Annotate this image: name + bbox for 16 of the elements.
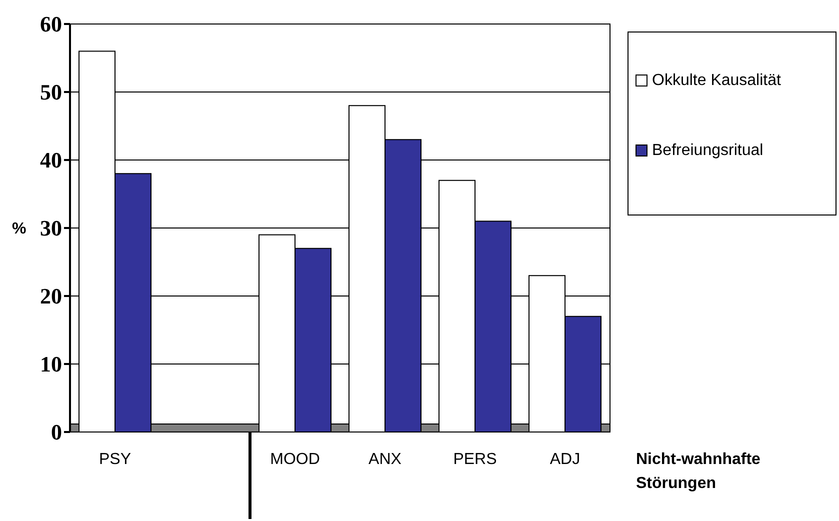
legend-label: Okkulte Kausalität (652, 72, 782, 89)
legend-label: Befreiungsritual (652, 142, 764, 159)
x-tick-label: PSY (98, 451, 132, 468)
y-tick-label: 60 (40, 12, 62, 37)
x-tick-label: PERS (453, 451, 497, 468)
x-tick-label: ADJ (550, 451, 580, 468)
y-tick-label: 40 (40, 148, 62, 173)
x-tick-label: MOOD (270, 451, 320, 468)
x-axis-title: Nicht-wahnhafte Störungen (636, 451, 761, 492)
y-tick-label: 30 (40, 216, 62, 241)
y-tick-label: 50 (40, 80, 62, 105)
y-tick-label: 20 (40, 284, 62, 309)
y-tick-label: 0 (51, 420, 62, 445)
x-tick-label: ANX (368, 451, 402, 468)
y-tick-label: 10 (40, 352, 62, 377)
y-axis-title: % (12, 220, 26, 238)
